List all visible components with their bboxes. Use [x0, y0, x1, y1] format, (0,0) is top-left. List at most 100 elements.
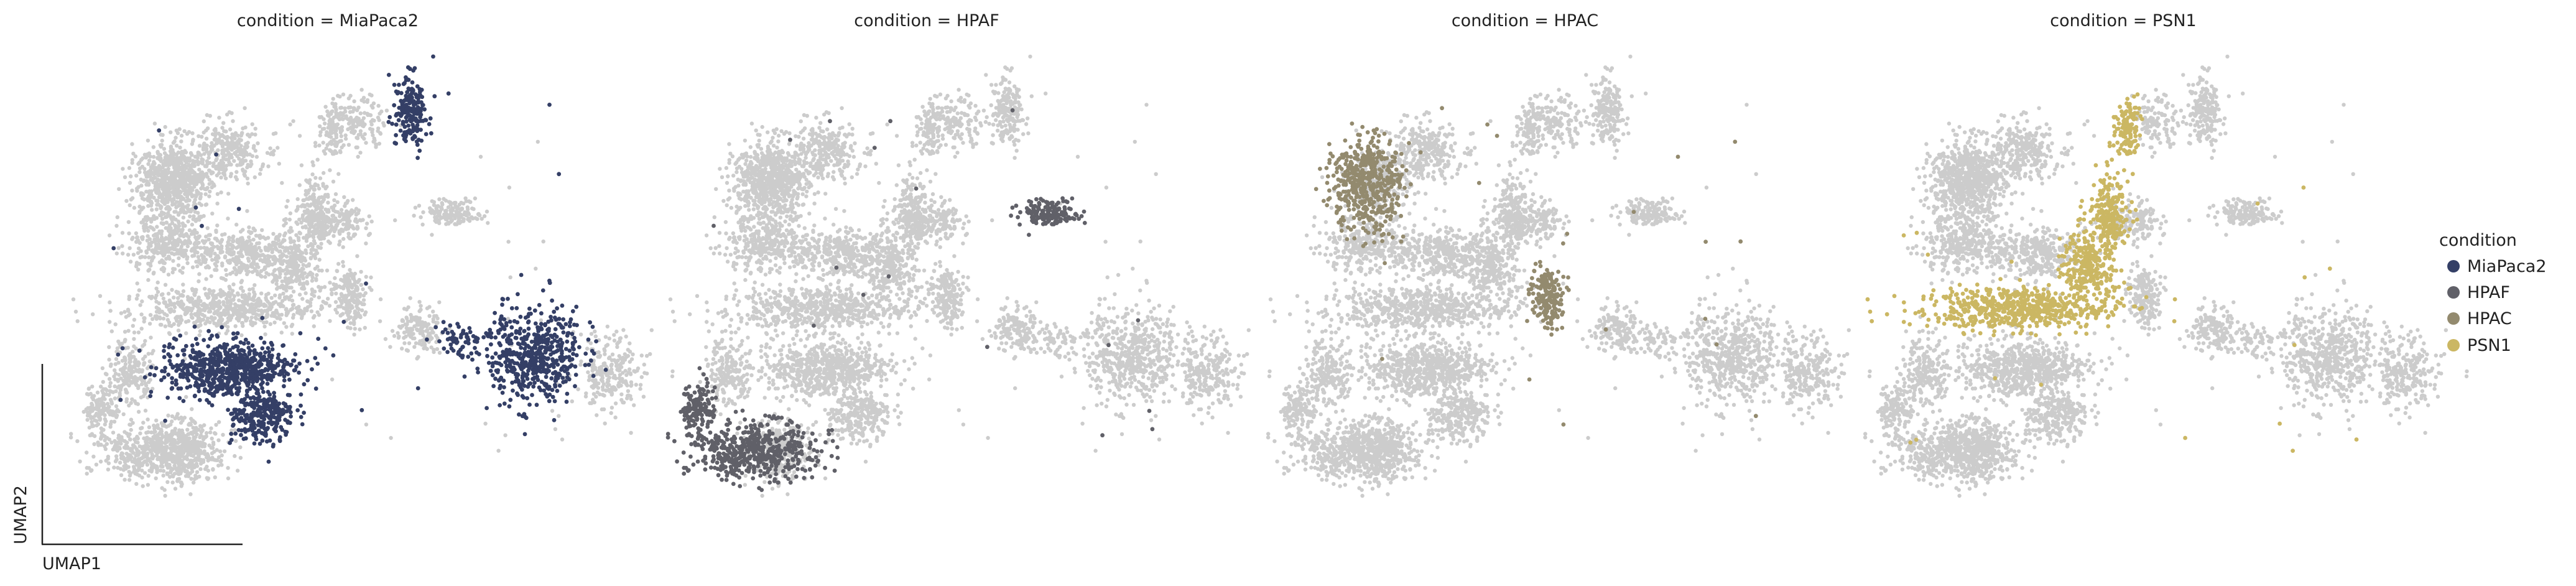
background-cell-point: [136, 386, 141, 390]
background-cell-point: [159, 322, 164, 327]
background-cell-point: [196, 319, 201, 323]
background-cell-point: [198, 246, 203, 250]
background-cell-point: [182, 187, 187, 192]
background-cell-point: [126, 220, 131, 225]
background-cell-point: [159, 421, 164, 426]
background-cell-point: [289, 324, 294, 328]
background-cell-point: [186, 432, 190, 436]
background-cell-point: [187, 238, 191, 243]
background-cell-point: [348, 321, 353, 325]
background-cell-point: [187, 422, 191, 427]
background-cell-point: [146, 234, 150, 238]
panel-title-3: condition = HPAC: [1452, 11, 1598, 30]
background-cell-point: [165, 171, 170, 175]
background-cell-point: [205, 185, 210, 190]
background-cell-point: [150, 208, 154, 212]
background-cell-point: [188, 471, 193, 475]
background-cell-point: [210, 170, 215, 175]
background-cell-point: [315, 251, 320, 256]
background-cell-point: [346, 211, 351, 215]
background-cell-point: [216, 246, 221, 251]
background-cell-point: [303, 248, 308, 253]
background-cell-point: [368, 286, 372, 290]
background-cell-point: [356, 154, 360, 159]
background-cell-point: [458, 208, 463, 212]
background-cell-point: [178, 439, 183, 443]
background-cell-point: [151, 456, 155, 461]
background-cell-point: [272, 320, 277, 325]
background-cell-point: [128, 437, 132, 442]
background-cell-point: [225, 328, 230, 333]
background-cell-point: [327, 114, 331, 118]
background-cell-point: [101, 394, 106, 399]
background-cell-point: [166, 272, 171, 277]
background-cell-point: [154, 425, 159, 429]
background-cell-point: [274, 131, 278, 136]
background-cell-point: [226, 216, 230, 221]
background-cell-point: [303, 307, 307, 311]
background-cell-point: [165, 200, 170, 205]
background-cell-point: [222, 172, 226, 176]
background-cell-point: [255, 241, 259, 246]
background-cell-point: [160, 249, 165, 254]
background-cell-point: [132, 317, 137, 322]
background-cell-point: [131, 323, 135, 328]
background-cell-point: [311, 315, 316, 320]
background-cell-point: [437, 350, 442, 355]
background-cell-point: [172, 322, 176, 327]
background-cell-point: [109, 399, 114, 404]
background-cell-point: [175, 131, 180, 136]
background-cell-point: [341, 245, 345, 249]
background-cell-point: [340, 116, 344, 121]
background-cell-point: [140, 196, 145, 201]
background-cell-point: [236, 319, 241, 323]
background-cell-point: [148, 378, 152, 382]
background-cell-point: [210, 242, 214, 247]
background-cell-point: [263, 274, 267, 279]
background-cell-point: [160, 309, 164, 314]
background-cell-point: [100, 366, 105, 371]
background-cell-point: [123, 478, 127, 482]
background-cell-point: [172, 309, 177, 314]
background-cell-point: [134, 361, 139, 365]
background-cell-point: [231, 297, 236, 302]
background-cell-point: [141, 484, 145, 488]
background-cell-point: [177, 195, 182, 200]
background-cell-point: [188, 209, 193, 214]
background-cell-point: [419, 325, 424, 329]
background-cell-point: [274, 235, 279, 240]
background-cell-point: [602, 347, 606, 351]
background-cell-point: [243, 125, 248, 130]
background-cell-point: [220, 263, 225, 268]
background-cell-point: [202, 130, 206, 135]
background-cell-point: [152, 161, 157, 166]
background-cell-point: [393, 218, 397, 223]
background-cell-point: [359, 218, 363, 223]
background-cell-point: [223, 176, 228, 180]
background-cell-point: [154, 476, 158, 481]
background-cell-point: [146, 483, 151, 487]
background-cell-point: [195, 470, 200, 475]
background-cell-point: [612, 333, 616, 337]
background-cell-point: [127, 355, 132, 359]
background-cell-point: [325, 142, 330, 147]
background-cell-point: [323, 186, 328, 191]
background-cell-point: [130, 142, 134, 146]
background-cell-point: [236, 133, 240, 138]
background-cell-point: [239, 144, 243, 148]
background-cell-point: [126, 328, 131, 333]
background-cell-point: [136, 246, 141, 251]
background-cell-point: [108, 300, 112, 305]
background-cell-point: [202, 119, 206, 124]
background-cell-point: [180, 205, 185, 209]
background-cell-point: [90, 424, 95, 429]
background-cell-point: [335, 310, 340, 315]
background-cell-point: [612, 358, 616, 363]
background-cell-point: [161, 221, 165, 226]
background-cell-point: [390, 328, 395, 333]
background-cell-point: [284, 254, 289, 259]
background-cell-point: [149, 469, 154, 474]
background-cell-point: [371, 101, 376, 106]
background-cell-point: [307, 263, 311, 267]
background-cell-point: [108, 422, 113, 427]
